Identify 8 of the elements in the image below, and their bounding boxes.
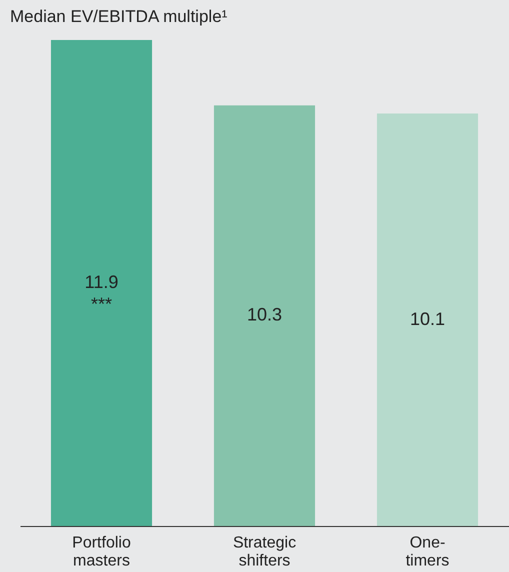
data-label: 11.9 (84, 272, 118, 292)
x-tick-label: One-timers (406, 534, 450, 570)
annotation: *** (90, 294, 112, 314)
x-tick-label: Strategic shifters (232, 534, 296, 570)
data-label: 10.3 (246, 304, 282, 325)
chart-title: Median EV/EBITDA multiple¹ (10, 7, 228, 26)
data-label: 10.1 (410, 308, 446, 329)
x-tick-label: Portfolio masters (72, 534, 131, 570)
